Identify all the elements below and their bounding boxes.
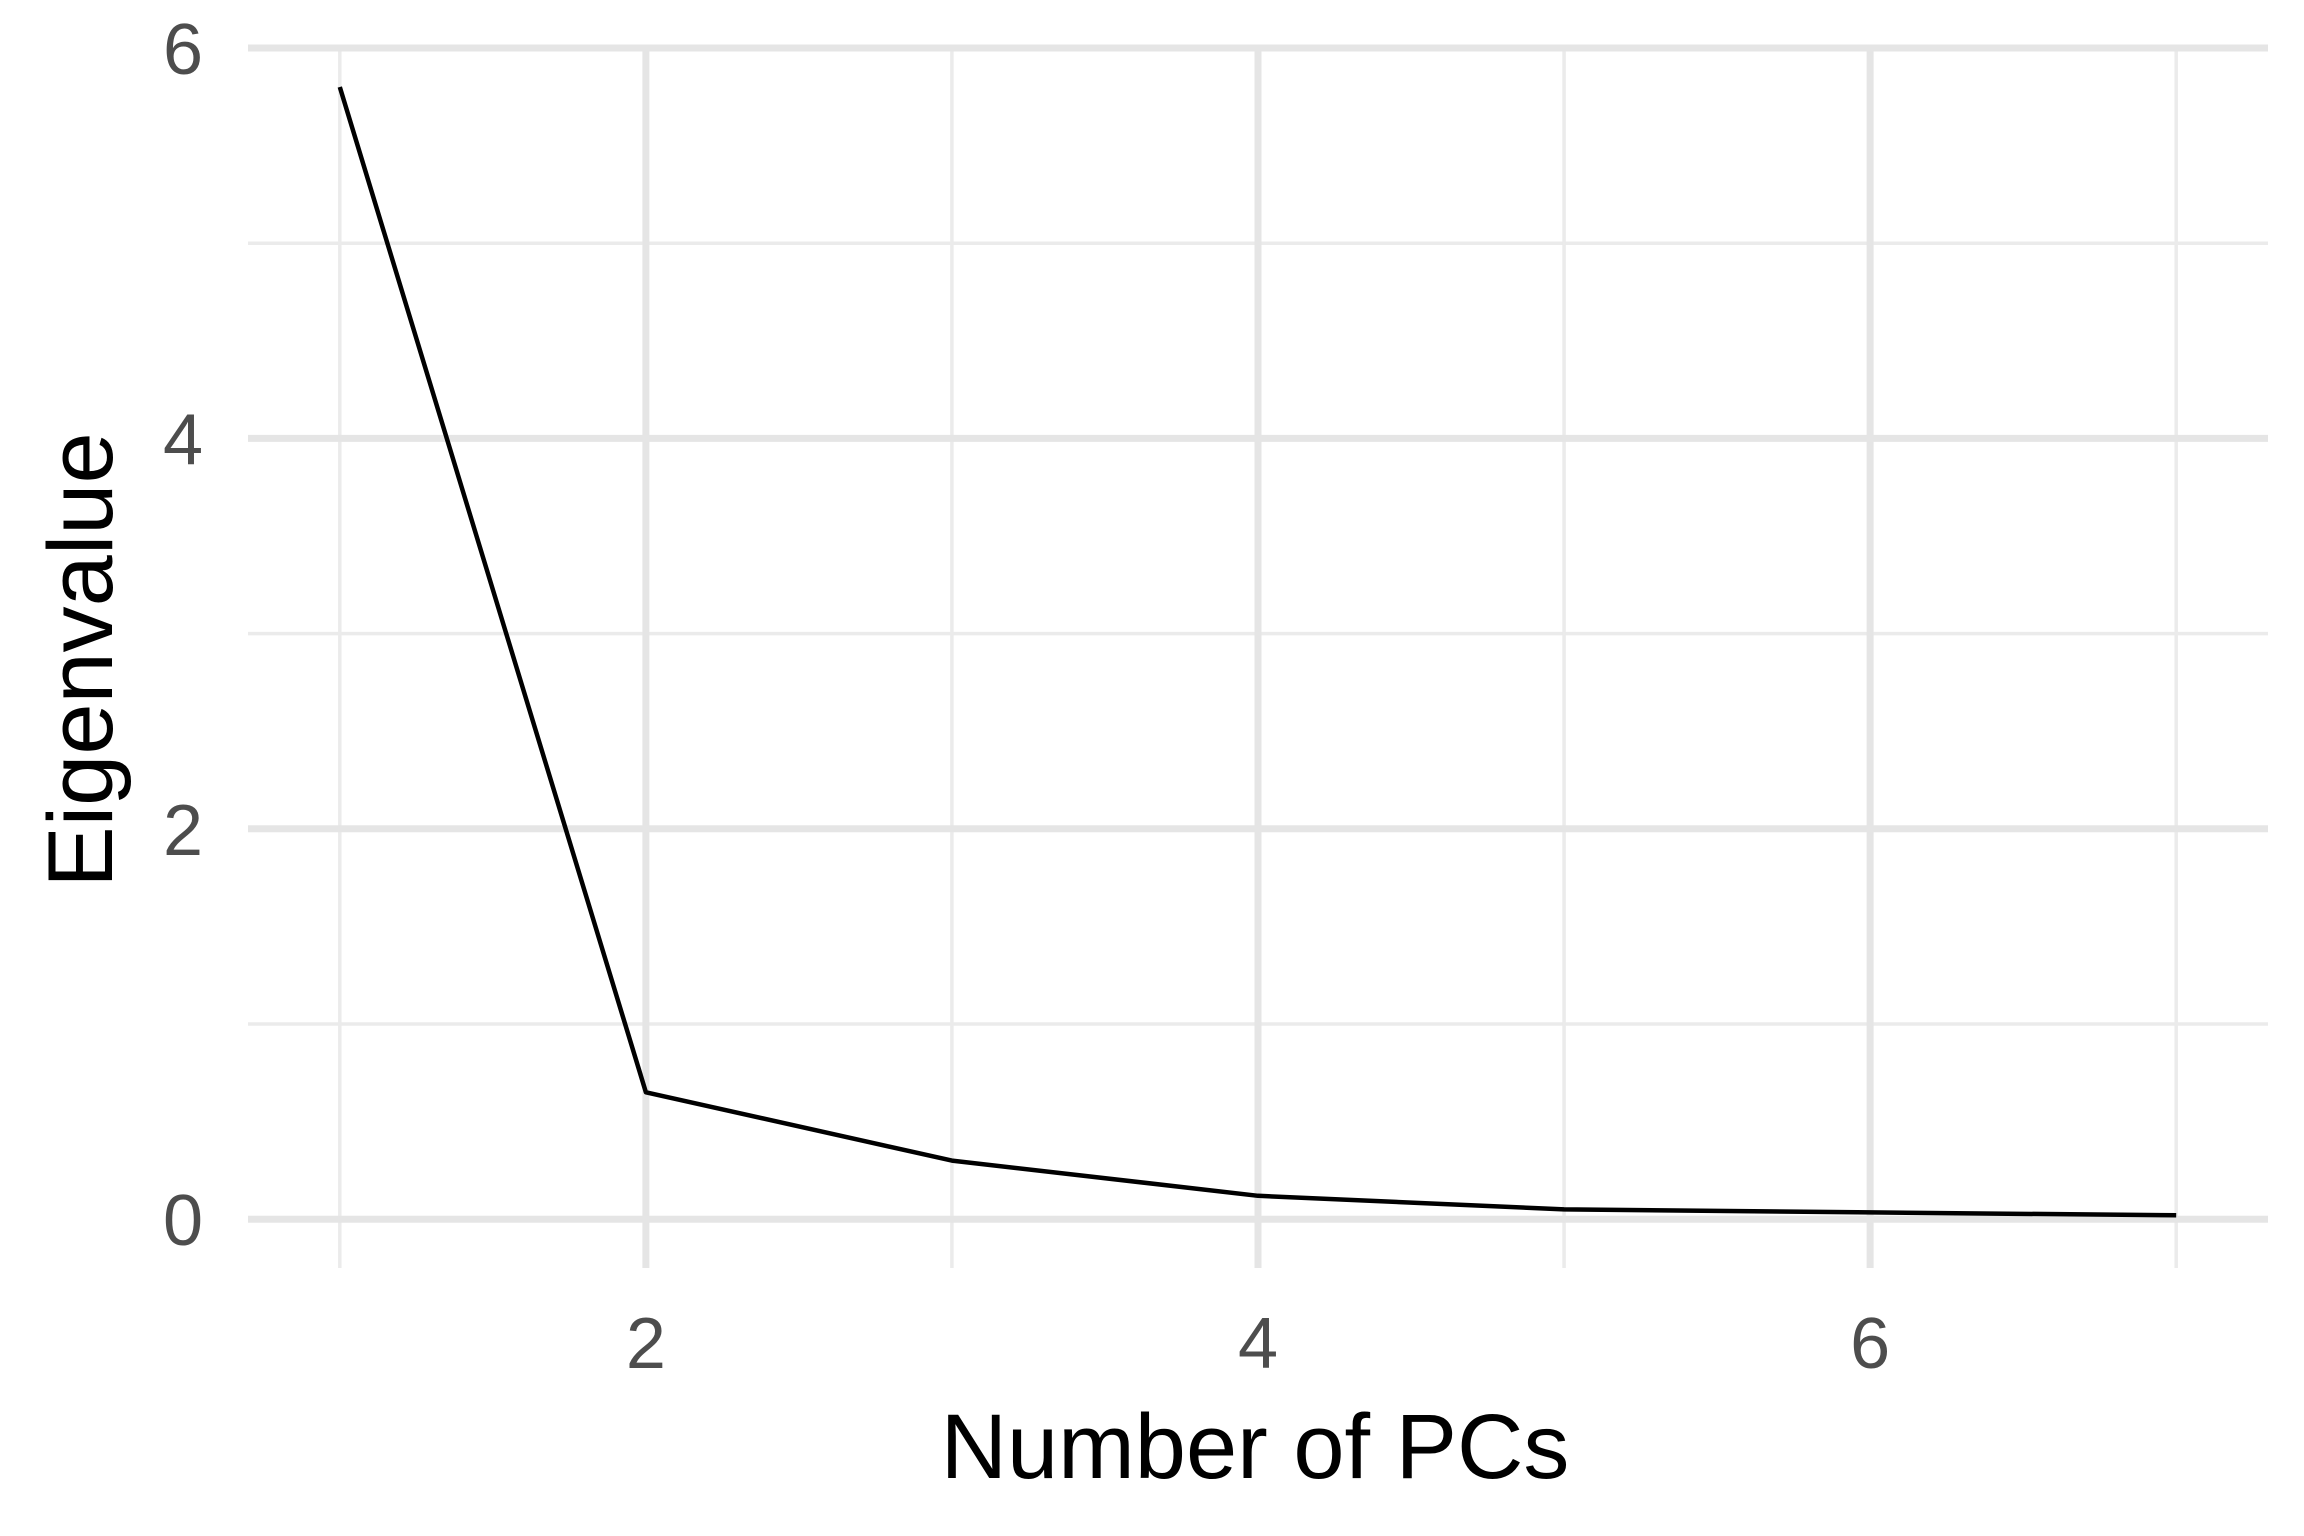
y-axis-ticks: 0 2 4 6 [163, 10, 203, 1261]
eigenvalue-line [337, 86, 2177, 1218]
y-tick-label: 4 [163, 400, 203, 480]
plot-marks [337, 86, 2177, 1218]
x-tick-label: 4 [1238, 1304, 1278, 1384]
y-axis-title: Eigenvalue [30, 432, 132, 887]
x-axis-ticks: 2 4 6 [626, 1304, 1890, 1384]
y-tick-label: 2 [163, 791, 203, 871]
y-tick-label: 6 [163, 10, 203, 90]
grid-lines [248, 44, 2268, 1268]
x-tick-label: 2 [626, 1304, 666, 1384]
y-tick-label: 0 [163, 1181, 203, 1261]
x-tick-label: 6 [1850, 1304, 1890, 1384]
x-axis-title: Number of PCs [941, 1396, 1570, 1498]
